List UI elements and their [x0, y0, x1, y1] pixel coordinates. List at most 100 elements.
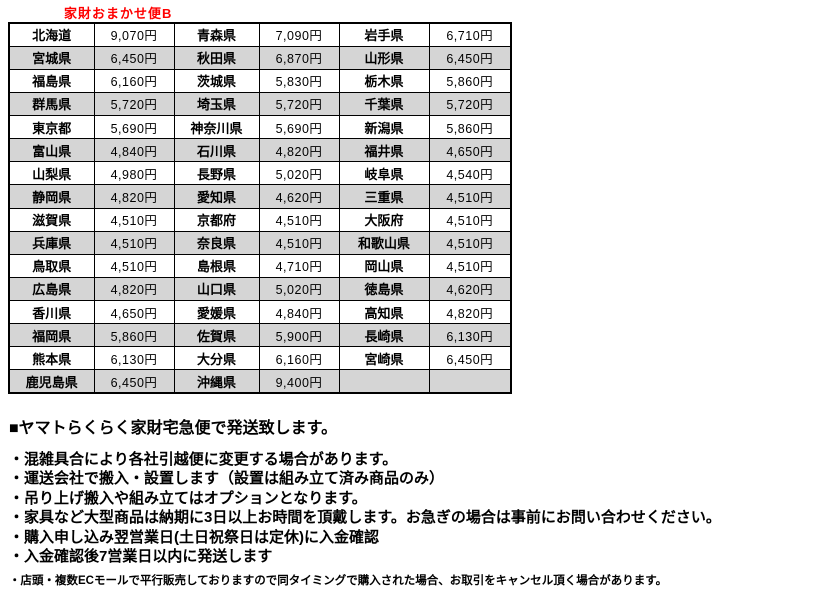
table-row: 兵庫県 4,510円 奈良県 4,510円 和歌山県 4,510円 [8, 230, 512, 255]
table-row: 香川県 4,650円 愛媛県 4,840円 高知県 4,820円 [8, 299, 512, 325]
price-cell: 4,820円 [93, 276, 175, 302]
note-line-carry-in: ・運送会社で搬入・設置します（設置は組み立て済み商品のみ） [9, 470, 445, 488]
price-cell: 4,540円 [428, 161, 512, 186]
prefecture-cell: 徳島県 [338, 276, 430, 302]
note-line-options: ・吊り上げ搬入や組み立てはオプションとなります。 [9, 489, 367, 507]
prefecture-cell: 大阪府 [338, 207, 430, 232]
price-cell: 5,020円 [258, 276, 340, 302]
price-cell: 4,510円 [93, 230, 175, 255]
prefecture-cell: 宮崎県 [338, 346, 430, 371]
price-cell: 5,900円 [258, 323, 340, 348]
prefecture-cell: 青森県 [173, 22, 260, 47]
prefecture-cell: 北海道 [8, 22, 95, 47]
table-row: 富山県 4,840円 石川県 4,820円 福井県 4,650円 [8, 138, 512, 163]
prefecture-cell: 三重県 [338, 184, 430, 209]
price-cell: 6,710円 [428, 22, 512, 47]
prefecture-cell: 香川県 [8, 299, 95, 325]
prefecture-cell: 石川県 [173, 138, 260, 163]
table-row: 群馬県 5,720円 埼玉県 5,720円 千葉県 5,720円 [8, 91, 512, 117]
table-row: 山梨県 4,980円 長野県 5,020円 岐阜県 4,540円 [8, 161, 512, 186]
price-cell: 5,860円 [428, 68, 512, 93]
price-cell: 4,510円 [93, 253, 175, 278]
price-cell: 4,620円 [428, 276, 512, 302]
prefecture-cell: 岡山県 [338, 253, 430, 278]
price-cell: 4,510円 [428, 253, 512, 278]
price-cell: 4,510円 [428, 207, 512, 232]
price-cell: 5,020円 [258, 161, 340, 186]
table-row: 東京都 5,690円 神奈川県 5,690円 新潟県 5,860円 [8, 114, 512, 140]
prefecture-cell: 京都府 [173, 207, 260, 232]
price-cell: 4,820円 [93, 184, 175, 209]
prefecture-cell: 愛媛県 [173, 299, 260, 325]
price-cell: 4,510円 [428, 184, 512, 209]
price-cell: 4,820円 [258, 138, 340, 163]
note-line-congestion: ・混雑具合により各社引越便に変更する場合があります。 [9, 451, 398, 468]
price-cell: 6,130円 [93, 346, 175, 371]
prefecture-cell: 兵庫県 [8, 230, 95, 255]
price-cell: 6,160円 [258, 346, 340, 371]
cancel-policy-note: ・店頭・複数ECモールで平行販売しておりますので同タイミングで購入された場合、お… [9, 575, 668, 588]
shipping-method-heading: ■ヤマトらくらく家財宅急便で発送致します。 [9, 420, 338, 437]
price-cell: 4,510円 [428, 230, 512, 255]
prefecture-cell: 奈良県 [173, 230, 260, 255]
prefecture-cell: 茨城県 [173, 68, 260, 93]
price-cell: 5,720円 [93, 91, 175, 117]
prefecture-cell: 秋田県 [173, 45, 260, 70]
prefecture-cell: 山形県 [338, 45, 430, 70]
price-cell: 4,510円 [258, 230, 340, 255]
prefecture-cell: 愛知県 [173, 184, 260, 209]
price-cell: 4,650円 [93, 299, 175, 325]
shipping-fee-table: 北海道 9,070円 青森県 7,090円 岩手県 6,710円 宮城県 6,450円 秋田県 6… [8, 22, 512, 394]
prefecture-cell: 熊本県 [8, 346, 95, 371]
table-row: 滋賀県 4,510円 京都府 4,510円 大阪府 4,510円 [8, 207, 512, 232]
note-line-payment-check: ・購入申し込み翌営業日(土日祝祭日は定休)に入金確認 [9, 528, 379, 546]
prefecture-cell: 山梨県 [8, 161, 95, 186]
price-cell: 5,690円 [258, 114, 340, 140]
prefecture-cell [338, 369, 430, 394]
table-row: 宮城県 6,450円 秋田県 6,870円 山形県 6,450円 [8, 45, 512, 70]
prefecture-cell: 島根県 [173, 253, 260, 278]
price-cell: 5,830円 [258, 68, 340, 93]
price-cell: 6,130円 [428, 323, 512, 348]
price-cell: 4,510円 [93, 207, 175, 232]
price-cell: 4,620円 [258, 184, 340, 209]
shipping-notes: ■ヤマトらくらく家財宅急便で発送致します。 ・混雑具合により各社引越便に変更する… [9, 414, 817, 588]
prefecture-cell: 埼玉県 [173, 91, 260, 117]
price-cell: 6,450円 [428, 45, 512, 70]
prefecture-cell: 栃木県 [338, 68, 430, 93]
price-cell: 4,840円 [93, 138, 175, 163]
prefecture-cell: 新潟県 [338, 114, 430, 140]
note-line-lead-time: ・家具など大型商品は納期に3日以上お時間を頂戴します。お急ぎの場合は事前にお問い… [9, 509, 721, 527]
price-cell: 4,710円 [258, 253, 340, 278]
prefecture-cell: 滋賀県 [8, 207, 95, 232]
table-row: 鹿児島県 6,450円 沖縄県 9,400円 [8, 369, 512, 394]
prefecture-cell: 長崎県 [338, 323, 430, 348]
note-line-dispatch: ・入金確認後7営業日以内に発送します [9, 548, 273, 566]
price-cell: 6,160円 [93, 68, 175, 93]
prefecture-cell: 広島県 [8, 276, 95, 302]
prefecture-cell: 宮城県 [8, 45, 95, 70]
prefecture-cell: 岩手県 [338, 22, 430, 47]
price-cell: 9,400円 [258, 369, 340, 394]
prefecture-cell: 和歌山県 [338, 230, 430, 255]
price-cell [428, 369, 512, 394]
table-row: 広島県 4,820円 山口県 5,020円 徳島県 4,620円 [8, 276, 512, 302]
prefecture-cell: 神奈川県 [173, 114, 260, 140]
prefecture-cell: 鳥取県 [8, 253, 95, 278]
prefecture-cell: 沖縄県 [173, 369, 260, 394]
prefecture-cell: 東京都 [8, 114, 95, 140]
price-cell: 5,720円 [258, 91, 340, 117]
price-cell: 5,860円 [93, 323, 175, 348]
prefecture-cell: 群馬県 [8, 91, 95, 117]
shipping-fee-table-body: 北海道 9,070円 青森県 7,090円 岩手県 6,710円 宮城県 6,450円 秋田県 6… [8, 22, 512, 394]
prefecture-cell: 佐賀県 [173, 323, 260, 348]
price-cell: 6,870円 [258, 45, 340, 70]
table-row: 北海道 9,070円 青森県 7,090円 岩手県 6,710円 [8, 22, 512, 47]
prefecture-cell: 富山県 [8, 138, 95, 163]
price-cell: 4,510円 [258, 207, 340, 232]
prefecture-cell: 山口県 [173, 276, 260, 302]
table-row: 福島県 6,160円 茨城県 5,830円 栃木県 5,860円 [8, 68, 512, 93]
prefecture-cell: 岐阜県 [338, 161, 430, 186]
prefecture-cell: 福島県 [8, 68, 95, 93]
